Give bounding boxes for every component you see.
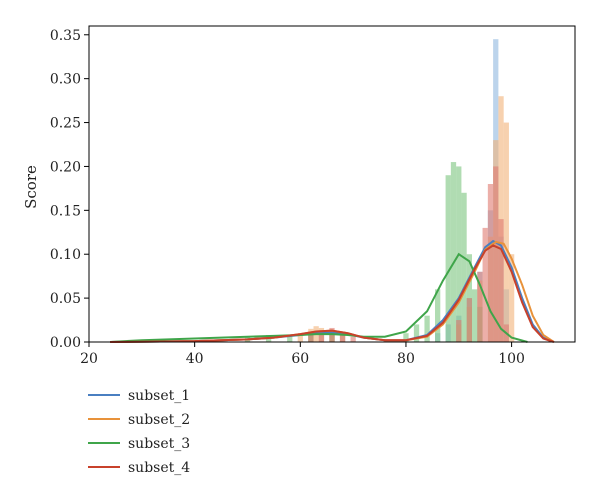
legend-label-subset_4: subset_4 xyxy=(128,460,190,476)
bar-subset_3-5 xyxy=(403,333,409,342)
curve-subset_4 xyxy=(110,244,555,343)
bar-subset_2-13 xyxy=(508,254,515,342)
y-axis-label: Score xyxy=(22,165,40,209)
y-tick-label: 0.35 xyxy=(50,28,81,44)
bar-subset_4-10 xyxy=(493,166,499,342)
kde-curves xyxy=(110,239,555,343)
y-tick-label: 0.30 xyxy=(50,72,81,88)
bar-subset_4-6 xyxy=(466,298,472,342)
bar-subset_4-9 xyxy=(487,184,494,342)
y-tick-label: 0.25 xyxy=(50,116,81,132)
bar-subset_3-8 xyxy=(435,289,441,342)
y-tick-label: 0.15 xyxy=(50,203,81,219)
x-tick-label: 60 xyxy=(291,351,309,367)
x-tick-label: 100 xyxy=(498,351,525,367)
y-tick-label: 0.20 xyxy=(50,159,81,175)
bar-subset_4-1 xyxy=(318,331,325,342)
bar-subset_3-2 xyxy=(287,334,293,342)
bar-subset_4-7 xyxy=(477,271,483,342)
bar-subset_3-14 xyxy=(471,289,478,342)
bar-subset_4-8 xyxy=(482,227,488,342)
bar-subset_3-9 xyxy=(445,175,451,342)
x-tick-label: 40 xyxy=(186,351,204,367)
bar-subset_3-12 xyxy=(461,192,467,342)
legend-label-subset_2: subset_2 xyxy=(128,412,190,428)
plot-frame xyxy=(88,25,576,343)
y-tick-label: 0.00 xyxy=(50,335,81,351)
bar-subset_4-0 xyxy=(308,333,314,342)
bar-subset_3-7 xyxy=(424,315,430,342)
bar-subset_2-0 xyxy=(297,333,303,342)
y-axis: 0.00 0.05 0.10 0.15 0.20 0.25 0.30 0.35 xyxy=(50,28,89,351)
bar-subset_3-10 xyxy=(450,162,457,342)
x-tick-label: 20 xyxy=(80,351,98,367)
bar-subset_3-6 xyxy=(413,324,420,342)
bar-subset_4-3 xyxy=(339,331,346,342)
x-axis: 20 40 60 80 100 xyxy=(80,342,525,367)
x-tick-label: 80 xyxy=(397,351,415,367)
curve-subset_3 xyxy=(110,252,528,343)
y-tick-label: 0.05 xyxy=(50,291,81,307)
legend-label-subset_1: subset_1 xyxy=(128,388,190,404)
bar-subset_4-4 xyxy=(350,336,356,342)
bar-subset_4-11 xyxy=(498,219,504,342)
y-tick-label: 0.10 xyxy=(50,247,81,263)
bar-subset_4-5 xyxy=(456,320,462,342)
legend-label-subset_3: subset_3 xyxy=(128,436,190,452)
histogram-bars xyxy=(244,39,515,343)
legend: subset_1 subset_2 subset_3 subset_4 xyxy=(88,388,190,476)
bar-subset_2-12 xyxy=(503,122,509,342)
